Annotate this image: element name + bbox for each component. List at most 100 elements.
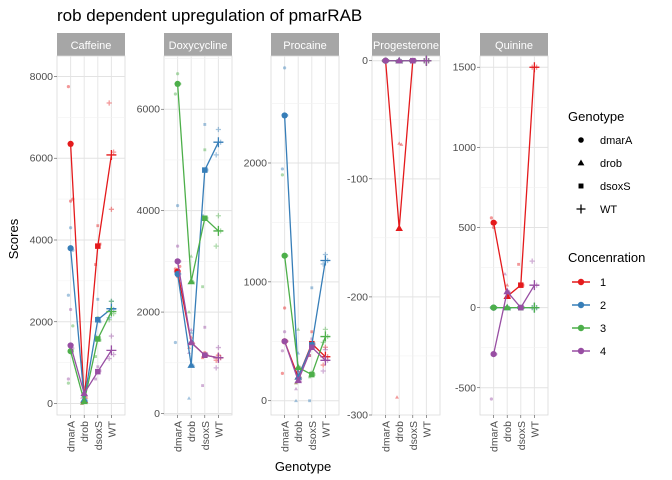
raw-point: [294, 398, 298, 403]
raw-point: [203, 123, 207, 126]
raw-point: [108, 298, 114, 304]
raw-point: [503, 271, 507, 276]
x-tick-label: drob: [502, 421, 514, 442]
raw-point: [106, 355, 112, 362]
series-line-4: [492, 284, 535, 355]
mean-point: [309, 344, 315, 350]
raw-point: [399, 142, 404, 146]
x-tick-label: WT: [529, 420, 541, 437]
raw-point: [66, 293, 71, 297]
mean-point: [67, 245, 74, 252]
legend-key-dot: [577, 301, 585, 309]
x-tick-label: WT: [106, 420, 118, 437]
raw-point: [175, 244, 180, 248]
legend-key-WT: [576, 204, 586, 214]
x-tick-label: drob: [186, 421, 198, 442]
series-line-4: [69, 345, 112, 395]
facet-strip: [57, 33, 125, 56]
raw-point: [308, 399, 312, 403]
x-tick-label: dsoxS: [516, 421, 528, 450]
raw-point: [397, 141, 402, 145]
chart-title: rob dependent upregulation of pmarRAB: [57, 6, 362, 25]
mean-point: [106, 345, 117, 356]
mean-point: [187, 361, 195, 368]
x-tick-label: drob: [79, 421, 91, 442]
raw-point: [66, 85, 71, 89]
raw-point: [96, 365, 100, 369]
raw-point: [489, 216, 494, 220]
raw-point: [187, 310, 191, 314]
mean-point: [395, 224, 403, 232]
raw-point: [294, 386, 298, 391]
facet-strip-label: Progesterone: [373, 40, 439, 52]
x-tick-label: dsoxS: [408, 421, 420, 450]
mean-point: [518, 282, 524, 288]
series-line-3: [176, 83, 219, 282]
x-tick-label: dmarA: [489, 421, 501, 452]
facet-strip: [480, 33, 548, 56]
legend-label: dmarA: [600, 135, 633, 147]
legend-label: drob: [600, 158, 622, 170]
raw-point: [187, 396, 191, 400]
legend-key-dsoxS: [578, 183, 584, 189]
legends: Genotype dmarA drob dsoxS WT Concenration 1 2 3 4: [568, 109, 645, 358]
raw-point: [322, 344, 328, 350]
y-tick-label: 8000: [30, 71, 54, 83]
mean-point: [294, 376, 302, 384]
raw-point: [201, 285, 205, 289]
legend-label: 2: [600, 300, 606, 312]
raw-point: [280, 371, 285, 376]
mean-point: [106, 306, 117, 317]
raw-point: [215, 213, 221, 219]
y-tick-label: 4000: [30, 234, 54, 246]
y-tick-label: 2000: [137, 307, 161, 319]
y-tick-label: 2000: [30, 316, 54, 328]
raw-point: [203, 148, 207, 152]
raw-point: [489, 397, 494, 401]
raw-point: [106, 100, 112, 106]
series-line-1: [492, 67, 536, 298]
mean-point: [309, 371, 315, 378]
raw-point: [322, 326, 328, 333]
mean-point: [395, 56, 403, 64]
raw-point: [108, 298, 114, 304]
raw-point: [66, 377, 71, 381]
mean-point: [490, 219, 497, 226]
mean-point: [320, 355, 331, 366]
legend-label: dsoxS: [600, 181, 631, 193]
y-tick-label: -300: [347, 410, 368, 422]
mean-point: [529, 280, 540, 291]
series-line-1: [69, 143, 113, 401]
legend-label: WT: [600, 204, 617, 216]
y-tick-label: 500: [458, 222, 476, 234]
mean-point: [518, 304, 524, 311]
legend-label: 4: [600, 346, 606, 358]
facet-strip-label: Procaine: [283, 40, 326, 52]
raw-point: [66, 381, 71, 385]
raw-point: [213, 152, 219, 158]
y-tick-label: 0: [47, 398, 53, 410]
mean-point: [67, 140, 74, 148]
raw-point: [296, 327, 301, 331]
mean-point: [80, 389, 88, 396]
mean-point: [213, 137, 224, 148]
mean-point: [174, 80, 181, 87]
raw-point: [94, 355, 98, 358]
mean-point: [213, 225, 224, 236]
y-tick-label: 1000: [453, 142, 477, 154]
y-tick-label: 6000: [137, 104, 161, 116]
y-tick-label: 2000: [244, 157, 268, 169]
raw-point: [310, 337, 314, 341]
x-tick-label: WT: [421, 420, 433, 437]
legend-title-genotype: Genotype: [568, 109, 624, 124]
raw-point: [71, 324, 75, 328]
legend-key-dot: [577, 324, 585, 332]
x-tick-label: WT: [320, 420, 332, 437]
mean-point: [503, 303, 511, 311]
raw-point: [215, 126, 221, 133]
mean-point: [503, 287, 511, 295]
mean-point: [95, 336, 101, 342]
raw-point: [282, 306, 287, 310]
